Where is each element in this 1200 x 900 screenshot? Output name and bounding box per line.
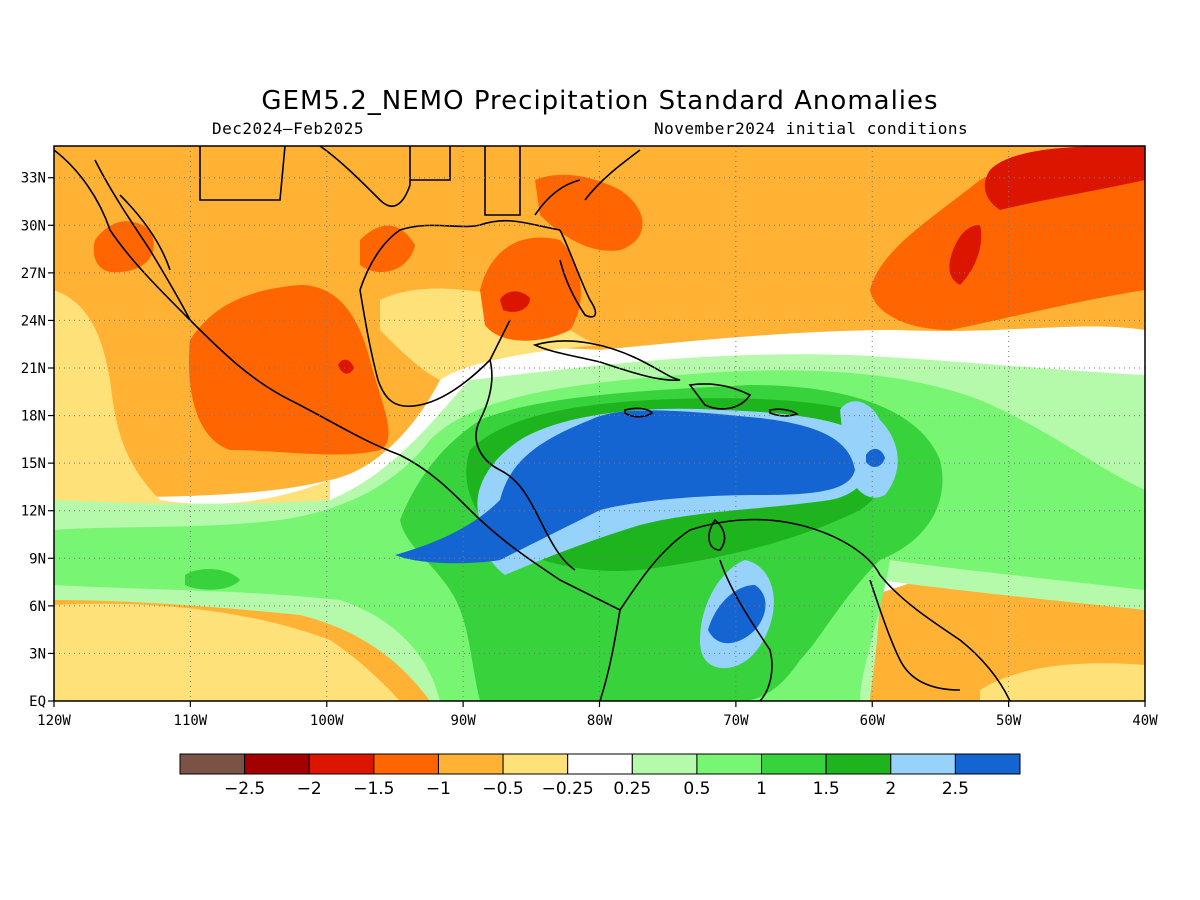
orange-georgia (535, 174, 643, 251)
lon-tick-label: 60W (860, 713, 886, 729)
color-bar-swatch (825, 753, 892, 775)
initial-conditions-label: November2024 initial conditions (654, 119, 969, 138)
lon-tick-label: 110W (174, 713, 208, 729)
color-bar-swatch (761, 753, 827, 775)
red-mexico-spot (338, 359, 354, 374)
blue-colombia (708, 585, 766, 644)
color-bar-label: −1.5 (353, 779, 394, 799)
light-yellow-pacific-south (54, 603, 400, 701)
south-america-north-coast (619, 518, 1011, 701)
lat-tick-label: 3N (29, 646, 46, 662)
colombia-border (599, 609, 621, 701)
lon-tick-label: 80W (587, 713, 613, 729)
color-bar-swatch (890, 753, 956, 775)
light-yellow-west (54, 290, 330, 515)
lat-tick-label: 21N (21, 361, 46, 377)
puerto-rico (769, 408, 799, 417)
lat-tick-label: EQ (29, 694, 46, 710)
forecast-period: Dec2024–Feb2025 (212, 119, 364, 138)
color-bar-swatch (437, 753, 504, 775)
us-gulf-coast (359, 219, 561, 291)
lat-tick-label: 12N (21, 504, 46, 520)
lon-tick-label: 100W (310, 713, 344, 729)
lat-tick-label: 33N (21, 171, 46, 187)
blue-caribbean (395, 410, 855, 564)
venezuela-border (719, 559, 773, 701)
lat-tick-label: 30N (21, 218, 46, 234)
us-atlantic-coast (584, 149, 641, 201)
hispaniola (688, 383, 752, 410)
orange-florida (480, 237, 581, 341)
baja-peninsula (94, 159, 191, 321)
color-bar-label: −0.25 (542, 779, 594, 799)
state-border-3 (534, 179, 581, 216)
color-bar-label: 1.5 (813, 779, 840, 799)
light-yellow-atlantic-se (980, 663, 1145, 701)
color-bar-swatch (308, 753, 375, 775)
map-title: GEM5.2_NEMO Precipitation Standard Anoma… (261, 86, 939, 116)
lon-tick-label: 40W (1132, 713, 1158, 729)
color-bar-label: 0.5 (683, 779, 710, 799)
light-blue-antilles (840, 401, 898, 498)
color-bar-label: −2 (297, 779, 322, 799)
color-bar-label: −1 (426, 779, 451, 799)
pacific-coast (54, 149, 621, 611)
color-bar-swatch (244, 753, 310, 775)
color-bar-label: 0.25 (613, 779, 651, 799)
blue-lesser-antilles (866, 448, 885, 467)
state-border-2 (484, 146, 521, 216)
lon-tick-label: 50W (996, 713, 1022, 729)
cuba (532, 340, 681, 382)
us-mexico-border (199, 146, 286, 201)
lake-maracaibo (708, 518, 726, 551)
color-bar-swatch (954, 753, 1021, 775)
lat-tick-label: 24N (21, 313, 46, 329)
texas-border (319, 146, 411, 207)
color-bar-swatch (696, 753, 763, 775)
state-border-1 (410, 146, 451, 181)
color-bar-swatch (373, 753, 439, 775)
orange-mexico (189, 285, 389, 455)
lon-tick-label: 120W (37, 713, 71, 729)
lat-tick-label: 15N (21, 456, 46, 472)
color-bar-labels: −2.5 −2 −1.5 −1 −0.5 −0.25 0.25 0.5 1 1.5 2 2.5 (224, 779, 969, 799)
central-america-caribbean (475, 359, 576, 571)
lat-tick-label: 27N (21, 266, 46, 282)
latitude-axis: EQ 3N 6N 9N 12N 15N 18N 21N 24N 27N 30N 33N (21, 171, 54, 710)
color-bar-label: 1 (756, 779, 767, 799)
coastlines (54, 146, 1011, 701)
color-bar-swatch (567, 753, 633, 775)
anomaly-field (54, 146, 1145, 701)
guyana-border (869, 579, 961, 691)
red-atlantic-streak (949, 225, 982, 285)
color-bar-label: −2.5 (224, 779, 265, 799)
color-bar-label: 2.5 (942, 779, 969, 799)
lat-tick-label: 9N (29, 551, 46, 567)
longitude-axis: 120W 110W 100W 90W 80W 70W 60W 50W 40W (37, 701, 1158, 729)
color-bar (179, 753, 1021, 775)
lat-tick-label: 6N (29, 599, 46, 615)
light-yellow-gulf (380, 288, 600, 380)
color-bar-swatch (502, 753, 569, 775)
florida (559, 229, 597, 318)
lat-tick-label: 18N (21, 409, 46, 425)
medium-green-pacific (185, 568, 240, 590)
lon-tick-label: 70W (723, 713, 749, 729)
gulf-of-california (119, 194, 171, 271)
color-bar-swatch (179, 753, 246, 775)
color-bar-label: 2 (885, 779, 896, 799)
lon-tick-label: 90W (450, 713, 476, 729)
gulf-of-mexico-coast (359, 289, 511, 407)
color-bar-label: −0.5 (482, 779, 523, 799)
red-florida (500, 291, 530, 312)
color-bar-swatch (631, 753, 698, 775)
map-gridlines (54, 146, 1145, 701)
